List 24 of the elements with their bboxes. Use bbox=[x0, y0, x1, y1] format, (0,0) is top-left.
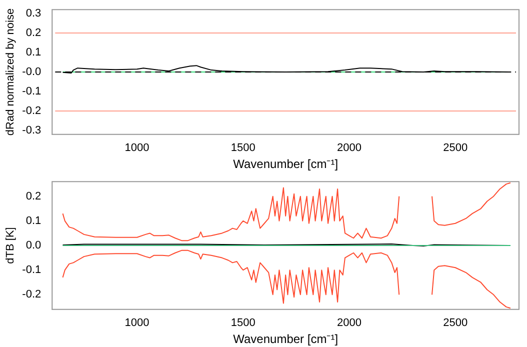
y-tick-label: 0.1 bbox=[26, 214, 42, 227]
x-tick-label: 1500 bbox=[230, 142, 256, 154]
y-tick-label: -0.1 bbox=[22, 86, 42, 98]
y-tick-label: -0.1 bbox=[22, 264, 42, 276]
y-tick-label: -0.0 bbox=[22, 66, 42, 78]
y-tick-label: 0.2 bbox=[26, 27, 42, 40]
x-tick-label: 1500 bbox=[230, 317, 256, 330]
x-tick-label: 2000 bbox=[336, 317, 362, 330]
y-tick-label: 0.1 bbox=[26, 46, 42, 59]
y-tick-label: -0.2 bbox=[22, 288, 42, 301]
y-axis-title: dTB [K] bbox=[4, 227, 17, 264]
x-tick-label: 2000 bbox=[336, 142, 362, 154]
y-tick-label: -0.3 bbox=[22, 124, 42, 137]
x-axis-title: Wavenumber [cm⁻¹] bbox=[233, 157, 338, 172]
y-tick-label: 0.2 bbox=[26, 190, 42, 202]
x-tick-label: 2500 bbox=[443, 142, 468, 154]
x-axis-title: Wavenumber [cm⁻¹] bbox=[233, 332, 338, 346]
x-tick-label: 2500 bbox=[443, 317, 468, 330]
y-tick-label: -0.2 bbox=[22, 105, 42, 118]
x-tick-label: 1000 bbox=[124, 142, 150, 154]
y-tick-label: 0.0 bbox=[26, 240, 42, 252]
x-tick-label: 1000 bbox=[124, 317, 150, 330]
y-tick-label: 0.3 bbox=[26, 8, 42, 20]
y-axis-title: dRad normalized by noise bbox=[4, 8, 17, 136]
